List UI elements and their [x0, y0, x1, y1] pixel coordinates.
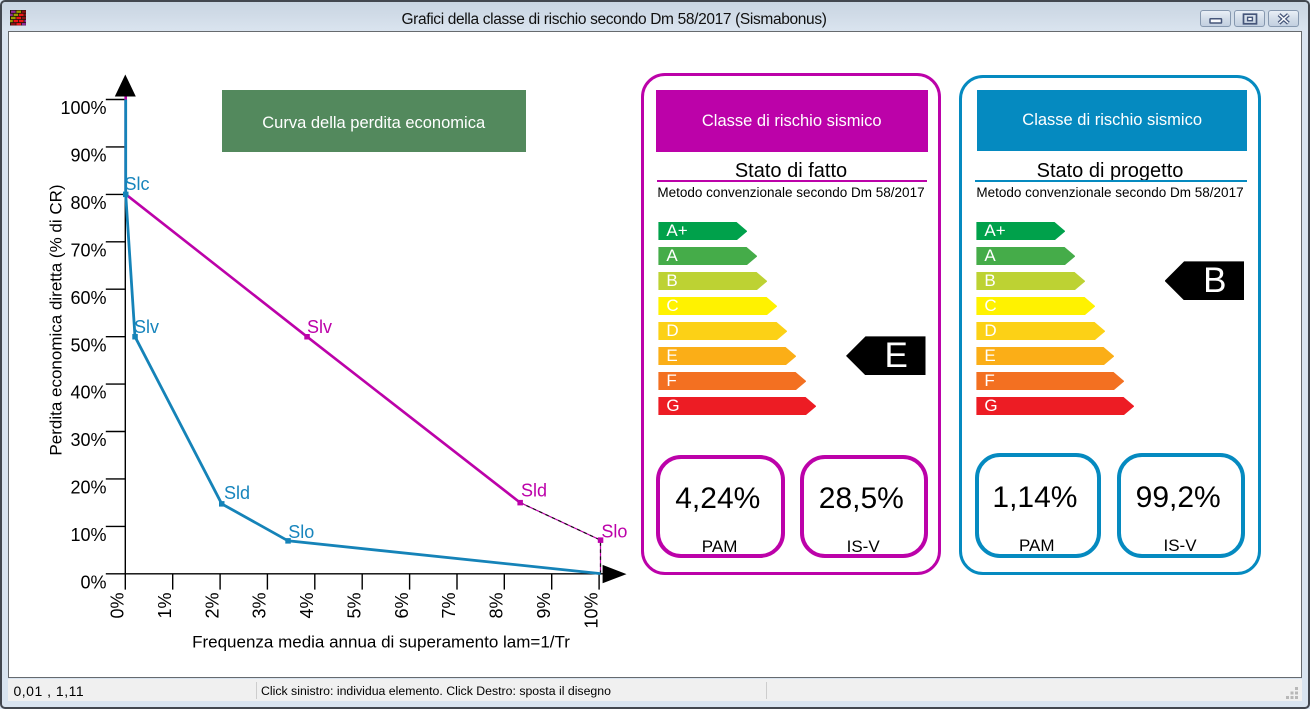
svg-text:7%: 7%: [439, 593, 459, 619]
svg-text:Slv: Slv: [134, 317, 159, 337]
svg-text:Slv: Slv: [307, 317, 332, 337]
svg-text:Slo: Slo: [288, 522, 314, 542]
svg-text:20%: 20%: [70, 478, 106, 498]
svg-text:100%: 100%: [60, 98, 106, 118]
svg-text:Curva della perdita economica: Curva della perdita economica: [262, 114, 486, 132]
svg-text:8%: 8%: [487, 593, 507, 619]
svg-text:Slc: Slc: [125, 174, 150, 194]
svg-text:6%: 6%: [392, 593, 412, 619]
svg-text:70%: 70%: [70, 240, 106, 260]
svg-text:Frequenza media annua di super: Frequenza media annua di superamento lam…: [192, 633, 570, 652]
svg-text:10%: 10%: [581, 593, 601, 629]
svg-text:40%: 40%: [70, 383, 106, 403]
svg-text:9%: 9%: [534, 593, 554, 619]
svg-text:Slo: Slo: [601, 521, 627, 541]
svg-text:Sld: Sld: [224, 483, 250, 503]
svg-text:5%: 5%: [344, 593, 364, 619]
svg-text:2%: 2%: [202, 593, 222, 619]
svg-text:10%: 10%: [70, 525, 106, 545]
svg-text:4%: 4%: [297, 593, 317, 619]
svg-text:Perdita economica diretta (% d: Perdita economica diretta (% di CR): [47, 184, 66, 455]
svg-text:60%: 60%: [70, 288, 106, 308]
svg-text:30%: 30%: [70, 430, 106, 450]
svg-text:Sld: Sld: [521, 480, 547, 500]
svg-text:90%: 90%: [70, 146, 106, 166]
svg-text:0%: 0%: [80, 572, 106, 592]
svg-text:1%: 1%: [155, 593, 175, 619]
svg-text:3%: 3%: [250, 593, 270, 619]
svg-text:80%: 80%: [70, 193, 106, 213]
svg-text:50%: 50%: [70, 335, 106, 355]
svg-text:0%: 0%: [108, 593, 128, 619]
